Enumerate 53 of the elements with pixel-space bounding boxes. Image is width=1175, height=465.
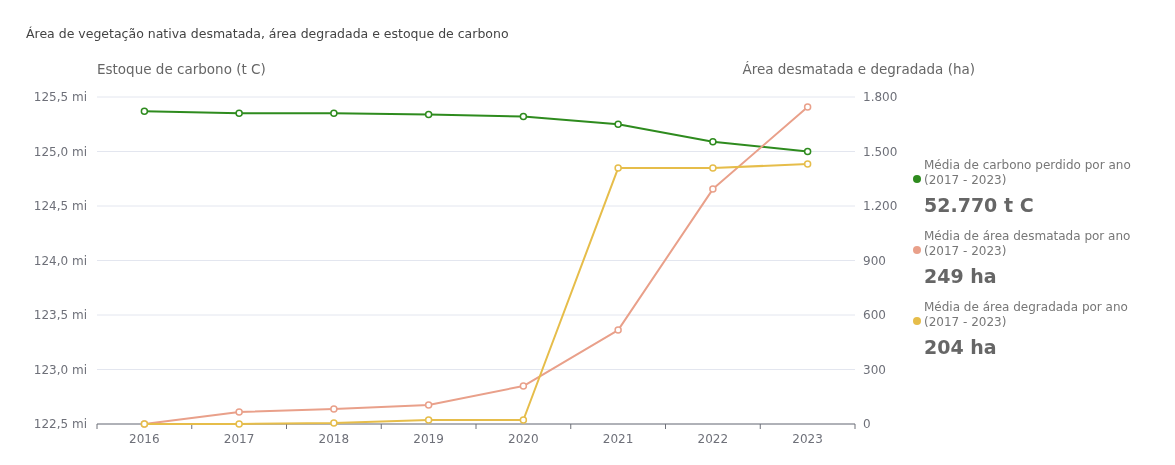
y-tick-label: 125,5 mi xyxy=(33,90,87,104)
point xyxy=(424,401,433,409)
x-tick-label: 2019 xyxy=(413,432,444,446)
point xyxy=(803,147,812,156)
point xyxy=(709,164,717,172)
y2-tick-label: 0 xyxy=(863,417,871,431)
y-tick-label: 122,5 mi xyxy=(33,417,87,431)
x-tick-label: 2018 xyxy=(318,432,350,446)
y-tick-label: 124,0 mi xyxy=(33,253,87,268)
y-tick-label: 124,5 mi xyxy=(33,199,87,213)
y-tick-label: 123,0 mi xyxy=(33,362,87,377)
point xyxy=(519,416,528,424)
legend-label: Média de área degradada por ano (2017 - 2023) xyxy=(924,300,1128,329)
y2-tick-label: 1.500 xyxy=(863,144,898,159)
text: 52.770 t C xyxy=(924,194,1034,216)
point xyxy=(424,416,433,424)
y2-tick-label: 900 xyxy=(863,253,886,268)
x-tick-label: 2022 xyxy=(697,432,729,446)
x-tick-label: 2020 xyxy=(508,432,539,446)
point xyxy=(235,408,243,416)
point xyxy=(614,120,622,128)
point xyxy=(235,420,243,428)
y2-tick-label: 1.200 xyxy=(863,199,898,213)
point xyxy=(235,109,243,118)
point xyxy=(140,107,149,115)
x-tick-label: 2023 xyxy=(792,432,823,446)
text: 204 ha xyxy=(924,336,997,358)
point xyxy=(614,326,622,334)
point xyxy=(519,382,528,390)
y-tick-label: 123,5 mi xyxy=(33,308,87,322)
legend-label: Média de carbono perdido por ano (2017 - 2023) xyxy=(924,158,1131,187)
legend-label: Média de área desmatada por ano (2017 - 2023) xyxy=(924,229,1131,258)
y-tick-label: 125,0 mi xyxy=(33,144,87,159)
point xyxy=(803,160,812,168)
point xyxy=(709,185,717,193)
x-tick-label: 2016 xyxy=(129,432,160,446)
text: 249 ha xyxy=(924,265,997,287)
x-tick-label: 2017 xyxy=(223,432,255,446)
y2-axis-title: Área desmatada e degradada (ha) xyxy=(742,61,975,77)
x-tick-label: 2021 xyxy=(602,432,634,446)
point xyxy=(330,419,338,427)
point xyxy=(803,103,812,111)
y2-tick-label: 1.800 xyxy=(863,90,898,104)
point xyxy=(614,164,622,172)
y-axis-title: Estoque de carbono (t C) xyxy=(97,61,266,77)
point xyxy=(424,110,433,119)
point xyxy=(330,109,338,118)
chart-title: Área de vegetação nativa desmatada, área degradada e estoque de carbono xyxy=(26,26,509,41)
y2-tick-label: 600 xyxy=(863,308,886,322)
point xyxy=(519,112,528,121)
point xyxy=(709,137,717,146)
y2-tick-label: 300 xyxy=(863,362,886,377)
point xyxy=(330,405,338,413)
